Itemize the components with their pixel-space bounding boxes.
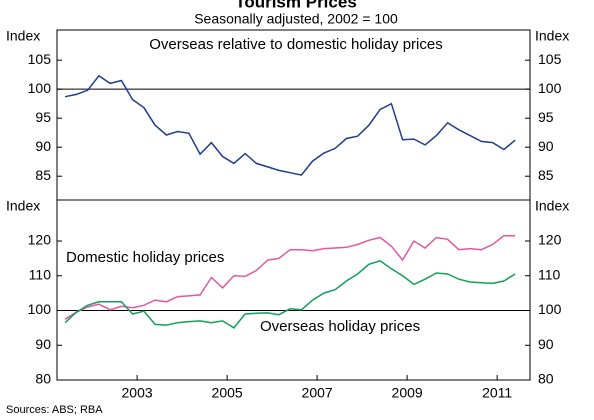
y-tick-label-right: 105 xyxy=(538,51,562,67)
y-tick-label: 100 xyxy=(28,301,52,317)
series-label: Overseas holiday prices xyxy=(260,318,420,335)
source: Sources: ABS; RBA xyxy=(6,404,103,416)
y-tick-label: 120 xyxy=(28,232,52,248)
subtitle: Seasonally adjusted, 2002 = 100 xyxy=(194,11,398,27)
y-axis-label-right: Index xyxy=(535,28,569,44)
series-label: Overseas relative to domestic holiday pr… xyxy=(149,36,442,53)
x-tick-label: 2011 xyxy=(482,385,512,401)
series-line xyxy=(64,259,516,329)
y-tick-label: 105 xyxy=(28,51,52,67)
y-tick-label-right: 90 xyxy=(538,138,554,154)
y-tick-label-right: 90 xyxy=(538,336,554,352)
y-tick-label: 85 xyxy=(35,167,51,183)
y-axis-label: Index xyxy=(6,198,40,214)
x-tick-label: 2009 xyxy=(392,385,423,401)
chart-title: Tourism Prices xyxy=(235,0,357,11)
y-tick-label-right: 80 xyxy=(538,371,554,387)
y-tick-label: 95 xyxy=(35,109,51,125)
y-tick-label: 80 xyxy=(35,371,51,387)
series-line xyxy=(64,74,516,176)
y-tick-label-right: 110 xyxy=(538,266,561,282)
x-tick-label: 2005 xyxy=(212,385,243,401)
series-label: Domestic holiday prices xyxy=(66,249,224,266)
y-tick-label-right: 120 xyxy=(538,232,562,248)
y-tick-label-right: 95 xyxy=(538,109,554,125)
y-tick-label: 90 xyxy=(35,336,51,352)
y-tick-label: 110 xyxy=(29,266,52,282)
series-line xyxy=(64,235,516,320)
y-tick-label: 90 xyxy=(35,138,51,154)
x-tick-label: 2007 xyxy=(302,385,333,401)
y-tick-label-right: 100 xyxy=(538,80,562,96)
panel-frame xyxy=(56,199,531,381)
y-tick-label: 100 xyxy=(28,80,52,96)
y-tick-label-right: 100 xyxy=(538,301,562,317)
y-axis-label-right: Index xyxy=(535,198,569,214)
y-axis-label: Index xyxy=(6,28,40,44)
x-tick-label: 2003 xyxy=(122,385,153,401)
panel-frame xyxy=(56,29,531,201)
y-tick-label-right: 85 xyxy=(538,167,554,183)
